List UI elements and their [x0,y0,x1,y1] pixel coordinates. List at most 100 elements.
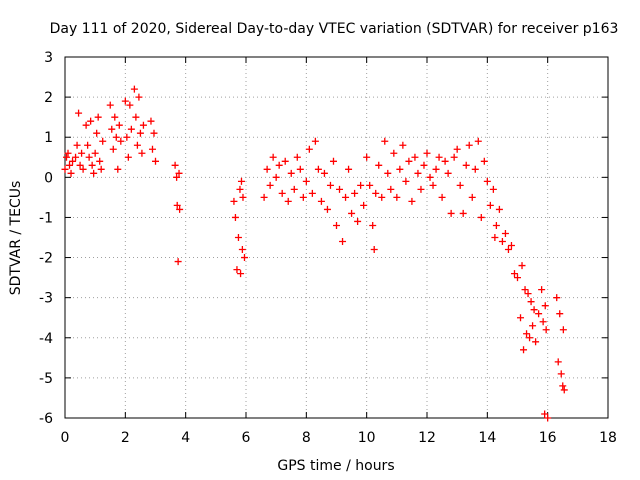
data-point [123,133,131,141]
y-tick-label: 0 [44,170,53,186]
data-point [532,338,540,346]
data-point [138,149,146,157]
data-point [447,209,455,217]
x-tick-label: 12 [418,430,436,446]
data-point [348,209,356,217]
data-point [121,97,129,105]
y-tick-label: -3 [39,291,53,307]
data-point [263,165,271,173]
data-point [152,157,159,165]
data-point [326,181,334,189]
data-point [393,193,401,201]
data-point [174,258,182,266]
data-point [526,334,534,342]
data-point [538,286,546,294]
data-point [323,205,331,213]
data-point [94,113,102,121]
data-point [127,125,135,133]
data-point [521,286,529,294]
data-point [231,213,239,221]
data-point [237,270,245,278]
data-point [527,298,535,306]
data-point [504,246,512,254]
data-point [559,382,567,390]
data-point [544,414,552,422]
data-point [87,117,95,125]
plot-frame [64,56,609,419]
data-point [354,217,362,225]
data-point [171,161,179,169]
data-point [339,238,347,246]
data-point [520,346,528,354]
data-point [108,125,116,133]
x-tick-label: 14 [478,430,496,446]
data-point [302,177,310,185]
data-point [139,121,147,129]
data-point [370,246,378,254]
data-point [408,197,416,205]
data-point [115,121,123,129]
x-tick-label: 10 [358,430,376,446]
data-point [76,161,84,169]
data-point [480,157,488,165]
data-point [112,133,120,141]
data-point [342,193,350,201]
data-point [541,302,549,310]
data-point [266,181,274,189]
data-point [84,141,92,149]
data-point [233,266,241,274]
data-point [82,121,90,129]
data-point [495,205,503,213]
data-point [381,137,389,145]
data-point [148,145,156,153]
data-point [375,161,383,169]
data-point [535,310,543,318]
data-point [357,181,365,189]
data-point [234,234,242,241]
data-point [85,153,93,161]
data-point [176,205,184,213]
data-point [486,201,494,209]
data-point [278,189,286,197]
data-point [133,141,141,149]
x-tick-label: 4 [181,430,190,446]
data-point [284,197,292,205]
data-point [275,161,283,169]
data-point [417,185,425,193]
data-point [287,169,295,177]
data-point [489,185,497,193]
data-point [73,141,81,149]
data-point [429,181,437,189]
data-point [411,153,419,161]
data-point [459,209,467,217]
x-tick-label: 8 [302,430,311,446]
data-point [524,290,532,298]
data-point [396,165,404,173]
data-point [369,221,377,229]
data-point [117,137,125,145]
data-point [311,137,319,145]
data-point [366,181,374,189]
data-point [130,85,138,93]
data-point [514,274,521,282]
y-tick-label: 1 [44,130,53,146]
data-point [260,193,268,201]
data-point [336,185,344,193]
data-point [363,153,371,161]
data-point [523,330,531,338]
y-tick-label: -6 [39,411,53,427]
data-point [453,145,461,153]
y-tick-label: 2 [44,90,53,106]
data-point [517,314,525,322]
data-point [491,234,499,241]
data-point [405,157,413,165]
x-tick-label: 6 [242,430,251,446]
data-point [541,410,549,418]
data-point [93,129,101,137]
data-point [236,185,244,193]
y-tick-label: 3 [44,50,53,66]
data-point [456,181,464,189]
y-axis-title: SDTVAR / TECUs [8,181,24,296]
